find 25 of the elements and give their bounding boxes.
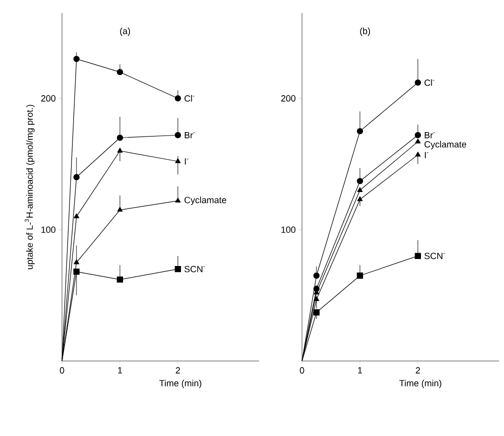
series-label: I$^{-}$	[184, 158, 188, 164]
series-label: I$^{-}$	[424, 152, 428, 158]
x-tick-label: 1	[118, 367, 122, 374]
series-label: SCN$^{-}$	[424, 252, 445, 260]
x-tick-label: 2	[176, 367, 180, 374]
y-tick-label: 200	[41, 95, 56, 102]
series-label: Cyclamate	[424, 140, 466, 150]
series-label: Br$^{-}$	[424, 132, 435, 138]
text: (a)	[120, 28, 130, 36]
x-tick-label: 1	[358, 367, 362, 374]
y-tick-label: 100	[41, 226, 56, 233]
x-tick-label: 2	[416, 367, 420, 374]
series-label: Br$^{-}$	[184, 132, 195, 138]
text: (b)	[360, 28, 370, 36]
x-tick-label: 0	[60, 367, 64, 374]
y-tick-label: 100	[281, 226, 296, 233]
y-axis-title: uptake of L-$^{3}$H-aminoacid (pmol/mg prot.)	[24, 104, 35, 270]
x-tick-label: 0	[300, 367, 304, 374]
y-tick-label: 200	[281, 95, 296, 102]
series-label: SCN$^{-}$	[184, 266, 205, 272]
series-label: Cl$^{-}$	[424, 79, 434, 86]
x-axis-title: Time (min)	[399, 380, 442, 388]
series-label: Cyclamate	[184, 196, 226, 205]
series-label: Cl$^{-}$	[184, 95, 194, 102]
x-axis-title: Time (min)	[159, 380, 202, 388]
